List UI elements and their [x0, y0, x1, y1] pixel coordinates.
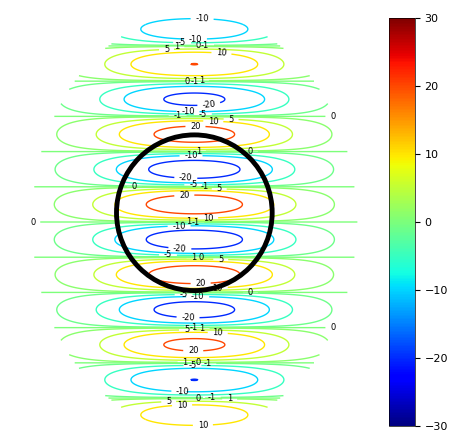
Text: 10: 10 — [177, 400, 188, 410]
Text: 0: 0 — [30, 218, 36, 226]
Text: -5: -5 — [189, 180, 197, 190]
Text: -5: -5 — [180, 290, 188, 299]
Text: -20: -20 — [201, 99, 216, 110]
Text: 10: 10 — [212, 328, 223, 337]
Text: -10: -10 — [191, 292, 204, 301]
Text: -10: -10 — [172, 221, 186, 230]
Text: 10: 10 — [216, 48, 227, 58]
Text: 0: 0 — [330, 112, 336, 121]
Text: 20: 20 — [190, 122, 201, 131]
Text: -1: -1 — [203, 359, 211, 368]
Text: -10: -10 — [184, 151, 198, 160]
Text: 20: 20 — [195, 279, 206, 288]
Text: 1: 1 — [186, 217, 191, 226]
Text: 1: 1 — [200, 324, 205, 333]
Text: 0: 0 — [195, 41, 201, 51]
Text: 0: 0 — [185, 77, 190, 86]
Text: -1: -1 — [189, 323, 197, 332]
Text: 0: 0 — [248, 147, 253, 156]
Text: -1: -1 — [201, 182, 209, 191]
Text: 0: 0 — [248, 288, 253, 297]
Text: 0: 0 — [330, 323, 336, 332]
Text: -10: -10 — [181, 107, 195, 116]
Text: 10: 10 — [208, 116, 219, 126]
Text: -1: -1 — [201, 41, 209, 50]
Text: -1: -1 — [173, 111, 182, 120]
Text: 0: 0 — [196, 358, 201, 367]
Text: 5: 5 — [164, 45, 169, 54]
Text: 5: 5 — [218, 255, 223, 264]
Text: 1: 1 — [191, 253, 197, 262]
Text: -20: -20 — [173, 244, 187, 254]
Text: 10: 10 — [203, 214, 213, 222]
Text: 5: 5 — [228, 115, 234, 124]
Text: 10: 10 — [212, 283, 223, 293]
Text: 0: 0 — [132, 182, 137, 191]
Text: 0: 0 — [195, 393, 201, 403]
Text: -20: -20 — [179, 174, 193, 183]
Text: 5: 5 — [166, 397, 172, 406]
Text: 5: 5 — [184, 325, 189, 334]
Ellipse shape — [31, 15, 357, 429]
Text: -1: -1 — [191, 77, 199, 86]
Text: 1: 1 — [227, 394, 232, 403]
Text: 20: 20 — [188, 346, 199, 356]
Text: -5: -5 — [164, 250, 172, 260]
Text: 10: 10 — [198, 420, 208, 430]
Text: 1: 1 — [182, 358, 188, 367]
Text: -10: -10 — [189, 35, 202, 44]
Text: -10: -10 — [176, 387, 190, 396]
Text: 1: 1 — [196, 147, 201, 156]
Text: -10: -10 — [195, 14, 209, 24]
Text: 1: 1 — [174, 42, 180, 51]
Text: 5: 5 — [217, 184, 222, 194]
Text: 1: 1 — [199, 76, 204, 85]
Text: -5: -5 — [178, 38, 186, 47]
Text: -20: -20 — [181, 313, 195, 322]
Text: -5: -5 — [188, 361, 197, 370]
Text: -1: -1 — [191, 218, 200, 227]
Text: 0: 0 — [199, 253, 204, 262]
Text: -5: -5 — [199, 110, 207, 119]
Text: -1: -1 — [208, 393, 216, 402]
Text: 20: 20 — [179, 190, 190, 200]
